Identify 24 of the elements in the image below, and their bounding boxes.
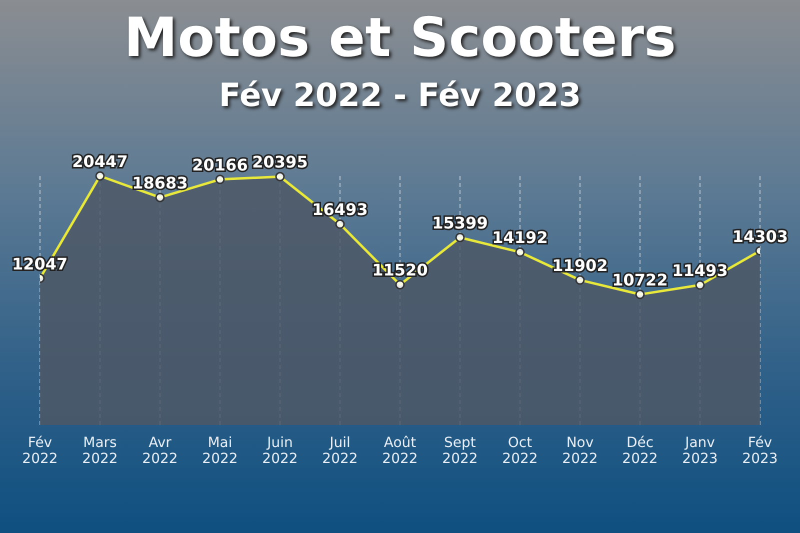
chart-title: Motos et Scooters <box>122 6 678 69</box>
data-label: 20166 <box>192 155 248 174</box>
x-tick-label: Fév 2023 <box>742 435 778 467</box>
x-tick-label: Janv 2023 <box>682 435 718 467</box>
data-label: 15399 <box>432 213 488 232</box>
x-tick-label: Août 2022 <box>382 435 418 467</box>
data-label: 18683 <box>132 173 188 192</box>
x-tick-label: Juin 2022 <box>262 435 298 467</box>
x-tick-label: Mai 2022 <box>202 435 238 467</box>
data-label: 14192 <box>492 228 548 248</box>
x-tick-label: Sept 2022 <box>442 435 478 467</box>
data-label: 10722 <box>612 270 668 290</box>
data-label: 20447 <box>72 152 128 171</box>
x-tick-label: Mars 2022 <box>82 435 118 467</box>
x-tick-label: Fév 2022 <box>22 435 58 467</box>
data-label: 14303 <box>732 226 788 246</box>
x-tick-label: Déc 2022 <box>622 435 658 467</box>
x-tick-label: Juil 2022 <box>322 435 358 467</box>
data-label: 20395 <box>252 152 308 172</box>
x-tick-label: Oct 2022 <box>502 435 538 467</box>
data-label: 11902 <box>552 256 608 276</box>
x-tick-label: Avr 2022 <box>142 435 178 467</box>
x-tick-label: Nov 2022 <box>562 435 598 467</box>
chart-subtitle: Fév 2022 - Fév 2023 <box>218 76 582 114</box>
